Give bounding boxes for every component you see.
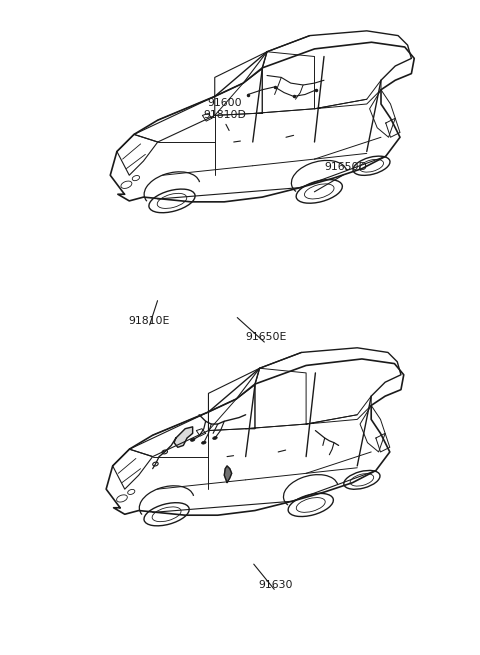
Polygon shape: [224, 466, 232, 483]
Text: 91810E: 91810E: [128, 316, 169, 326]
Text: 91600: 91600: [207, 98, 242, 108]
Text: 91810D: 91810D: [203, 110, 246, 120]
Text: 91650D: 91650D: [324, 162, 367, 172]
Ellipse shape: [191, 438, 195, 441]
Polygon shape: [174, 427, 192, 447]
Ellipse shape: [202, 441, 206, 444]
Text: 91650E: 91650E: [246, 332, 287, 342]
Text: 91630: 91630: [259, 580, 293, 590]
Ellipse shape: [213, 436, 217, 440]
